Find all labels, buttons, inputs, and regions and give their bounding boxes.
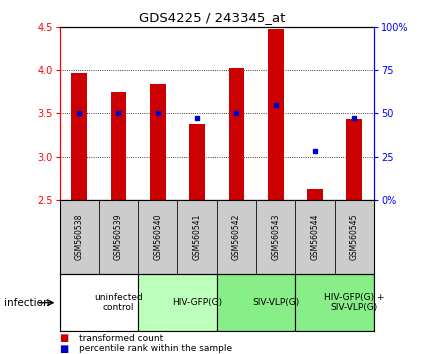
Text: HIV-GFP(G): HIV-GFP(G) [172,298,222,307]
Bar [150,84,166,200]
Bar [217,200,256,274]
Text: infection: infection [4,298,50,308]
Bar [138,200,178,274]
Bar [217,274,295,331]
Text: ■: ■ [60,344,69,354]
Text: SIV-VLP(G): SIV-VLP(G) [252,298,299,307]
Text: transformed count: transformed count [79,333,163,343]
Text: GSM560540: GSM560540 [153,214,162,261]
Text: GSM560539: GSM560539 [114,214,123,261]
Text: GSM560543: GSM560543 [271,214,280,261]
Bar [189,124,205,200]
Text: uninfected
control: uninfected control [94,293,143,312]
Bar [229,68,244,200]
Bar [178,200,217,274]
Text: GSM560545: GSM560545 [350,214,359,261]
Bar [335,200,374,274]
Text: GDS4225 / 243345_at: GDS4225 / 243345_at [139,11,286,24]
Bar [268,29,283,200]
Bar [295,274,374,331]
Bar [99,200,138,274]
Bar [307,189,323,200]
Bar [71,73,87,200]
Bar [138,274,217,331]
Text: GSM560542: GSM560542 [232,214,241,261]
Text: HIV-GFP(G) +
SIV-VLP(G): HIV-GFP(G) + SIV-VLP(G) [324,293,385,312]
Bar [346,119,362,200]
Text: GSM560544: GSM560544 [311,214,320,261]
Text: GSM560538: GSM560538 [75,214,84,261]
Text: ■: ■ [60,333,69,343]
Bar [295,200,335,274]
Bar [60,200,99,274]
Bar [110,92,126,200]
Text: percentile rank within the sample: percentile rank within the sample [79,344,232,353]
Bar [256,200,295,274]
Bar [60,274,138,331]
Text: GSM560541: GSM560541 [193,214,201,261]
